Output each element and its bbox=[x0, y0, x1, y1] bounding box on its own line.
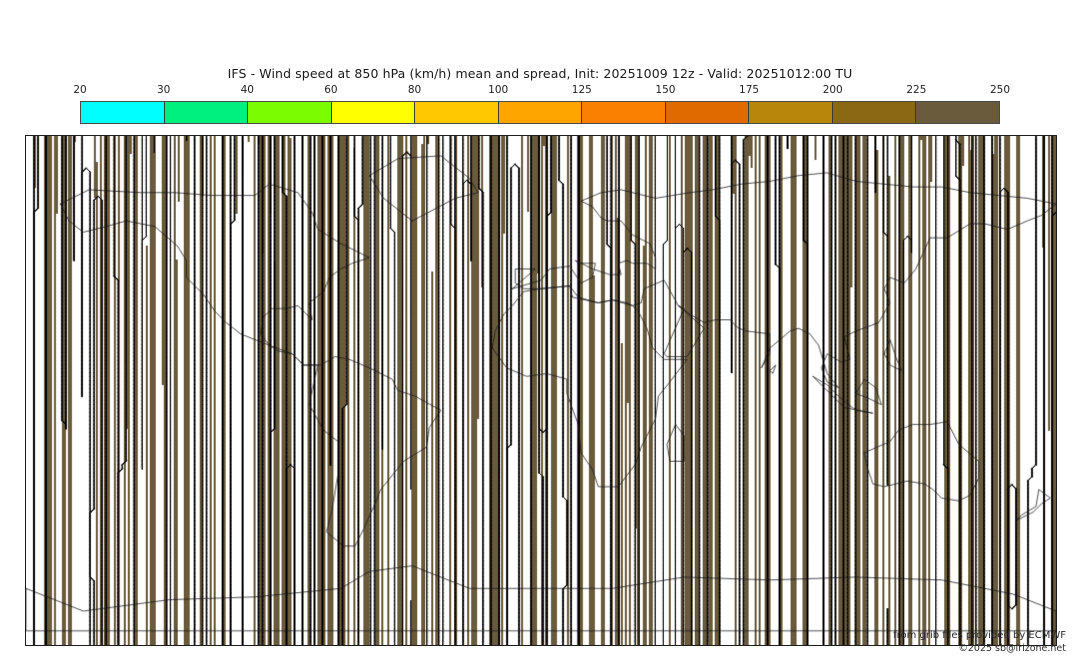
colorbar-tick-labels: 20 30 40 60 80 100 125 150 175 200 225 250 bbox=[73, 84, 1010, 100]
colorbar-segment bbox=[248, 102, 332, 123]
colorbar-segment bbox=[415, 102, 499, 123]
colorbar-segment bbox=[916, 102, 1000, 123]
colorbar-tick-label: 150 bbox=[655, 84, 676, 96]
colorbar-tick-label: 100 bbox=[488, 84, 509, 96]
colorbar-segments bbox=[80, 101, 1000, 124]
colorbar-segment bbox=[832, 102, 917, 123]
colorbar-tick-label: 175 bbox=[739, 84, 760, 96]
colorbar-tick-label: 40 bbox=[240, 84, 254, 96]
colorbar-tick-label: 200 bbox=[822, 84, 843, 96]
colorbar-tick-label: 125 bbox=[571, 84, 592, 96]
colorbar-segment bbox=[749, 102, 833, 123]
map-plot-area bbox=[25, 135, 1057, 646]
colorbar-tick-label: 20 bbox=[73, 84, 87, 96]
colorbar-tick-label: 30 bbox=[156, 84, 171, 96]
colorbar-segment bbox=[81, 102, 165, 123]
colorbar-segment bbox=[498, 102, 583, 123]
colorbar-tick-label: 60 bbox=[324, 84, 338, 96]
colorbar-tick-label: 80 bbox=[407, 84, 422, 96]
colorbar-tick-label: 225 bbox=[906, 84, 927, 96]
chart-title: IFS - Wind speed at 850 hPa (km/h) mean … bbox=[227, 66, 853, 81]
colorbar-tick-label: 250 bbox=[989, 84, 1011, 96]
colorbar-segment bbox=[164, 102, 249, 123]
colorbar: 20 30 40 60 80 100 125 150 175 200 225 250 bbox=[73, 84, 1010, 128]
colorbar-segment bbox=[582, 102, 666, 123]
map-field-canvas bbox=[26, 136, 1056, 645]
colorbar-segment bbox=[331, 102, 416, 123]
colorbar-segment bbox=[665, 102, 750, 123]
